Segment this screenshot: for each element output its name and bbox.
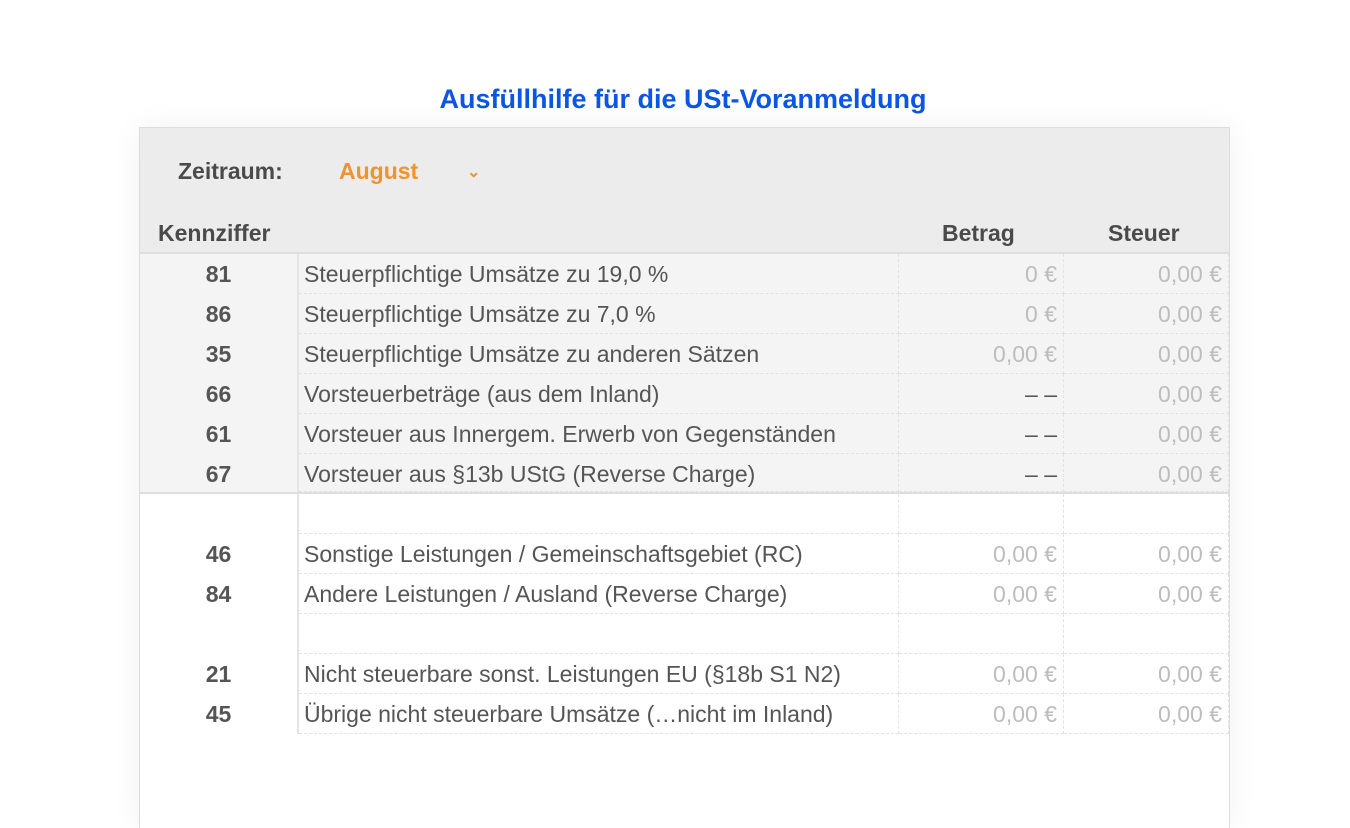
tax-field: 0,00 € (1064, 454, 1229, 492)
row-label: Übrige nicht steuerbare Umsätze (…nicht … (299, 694, 899, 734)
tax-field (1064, 494, 1229, 534)
row-code: 35 (140, 334, 299, 374)
row-code (140, 614, 299, 654)
row-label: Steuerpflichtige Umsätze zu 19,0 % (299, 254, 899, 294)
col-header-tax: Steuer (1108, 220, 1180, 246)
table-row: 46 Sonstige Leistungen / Gemeinschaftsge… (140, 534, 1229, 574)
table-row: 66 Vorsteuerbeträge (aus dem Inland) – –… (140, 374, 1229, 414)
row-code: 66 (140, 374, 299, 414)
table-row: 21 Nicht steuerbare sonst. Leistungen EU… (140, 654, 1229, 694)
amount-field[interactable]: 0,00 € (899, 574, 1064, 614)
table-row: 84 Andere Leistungen / Ausland (Reverse … (140, 574, 1229, 614)
row-code: 21 (140, 654, 299, 694)
tax-field: 0,00 € (1064, 574, 1229, 614)
period-select[interactable]: August (339, 158, 419, 184)
table-row: 61 Vorsteuer aus Innergem. Erwerb von Ge… (140, 414, 1229, 454)
row-code: 61 (140, 414, 299, 454)
row-label: Steuerpflichtige Umsätze zu 7,0 % (299, 294, 899, 334)
col-header-code: Kennziffer (158, 220, 271, 246)
row-label: Andere Leistungen / Ausland (Reverse Cha… (299, 574, 899, 614)
amount-field[interactable]: 0,00 € (899, 694, 1064, 734)
tax-field: 0,00 € (1064, 694, 1229, 734)
row-label: Vorsteuer aus §13b UStG (Reverse Charge) (299, 454, 899, 492)
row-code: 46 (140, 534, 299, 574)
tax-field: 0,00 € (1064, 654, 1229, 694)
vat-form: Zeitraum: August ⌄ Kennziffer Betrag Ste… (139, 127, 1230, 828)
table-row (140, 494, 1229, 534)
table-row: 81 Steuerpflichtige Umsätze zu 19,0 % 0 … (140, 254, 1229, 294)
amount-field[interactable] (899, 494, 1064, 534)
amount-field: – – (899, 414, 1064, 454)
amount-field[interactable]: 0,00 € (899, 334, 1064, 374)
row-label (299, 494, 899, 534)
form-header: Zeitraum: August ⌄ Kennziffer Betrag Ste… (140, 128, 1229, 254)
tax-field: 0,00 € (1064, 334, 1229, 374)
amount-field: – – (899, 374, 1064, 414)
period-label: Zeitraum: (178, 158, 283, 184)
row-label: Vorsteuer aus Innergem. Erwerb von Gegen… (299, 414, 899, 454)
tax-field: 0,00 € (1064, 294, 1229, 334)
chevron-down-icon[interactable]: ⌄ (467, 164, 481, 181)
table-row: 67 Vorsteuer aus §13b UStG (Reverse Char… (140, 454, 1229, 494)
tax-field: 0,00 € (1064, 254, 1229, 294)
table-row: 35 Steuerpflichtige Umsätze zu anderen S… (140, 334, 1229, 374)
amount-field: – – (899, 454, 1064, 492)
table-row (140, 614, 1229, 654)
amount-field[interactable] (899, 614, 1064, 654)
form-rows: 81 Steuerpflichtige Umsätze zu 19,0 % 0 … (140, 254, 1229, 734)
page-title: Ausfüllhilfe für die USt-Voranmeldung (439, 84, 927, 114)
amount-field[interactable]: 0,00 € (899, 534, 1064, 574)
tax-field: 0,00 € (1064, 374, 1229, 414)
amount-field[interactable]: 0 € (899, 254, 1064, 294)
row-code: 86 (140, 294, 299, 334)
row-code (140, 494, 299, 534)
amount-field[interactable]: 0 € (899, 294, 1064, 334)
col-header-amount: Betrag (942, 220, 1015, 246)
table-row: 45 Übrige nicht steuerbare Umsätze (…nic… (140, 694, 1229, 734)
tax-field: 0,00 € (1064, 414, 1229, 454)
row-code: 84 (140, 574, 299, 614)
row-label: Vorsteuerbeträge (aus dem Inland) (299, 374, 899, 414)
row-label: Nicht steuerbare sonst. Leistungen EU (§… (299, 654, 899, 694)
amount-field[interactable]: 0,00 € (899, 654, 1064, 694)
row-label: Steuerpflichtige Umsätze zu anderen Sätz… (299, 334, 899, 374)
row-label: Sonstige Leistungen / Gemeinschaftsgebie… (299, 534, 899, 574)
row-code: 81 (140, 254, 299, 294)
row-code: 67 (140, 454, 299, 492)
row-code: 45 (140, 694, 299, 734)
tax-field: 0,00 € (1064, 534, 1229, 574)
table-row: 86 Steuerpflichtige Umsätze zu 7,0 % 0 €… (140, 294, 1229, 334)
tax-field (1064, 614, 1229, 654)
row-label (299, 614, 899, 654)
